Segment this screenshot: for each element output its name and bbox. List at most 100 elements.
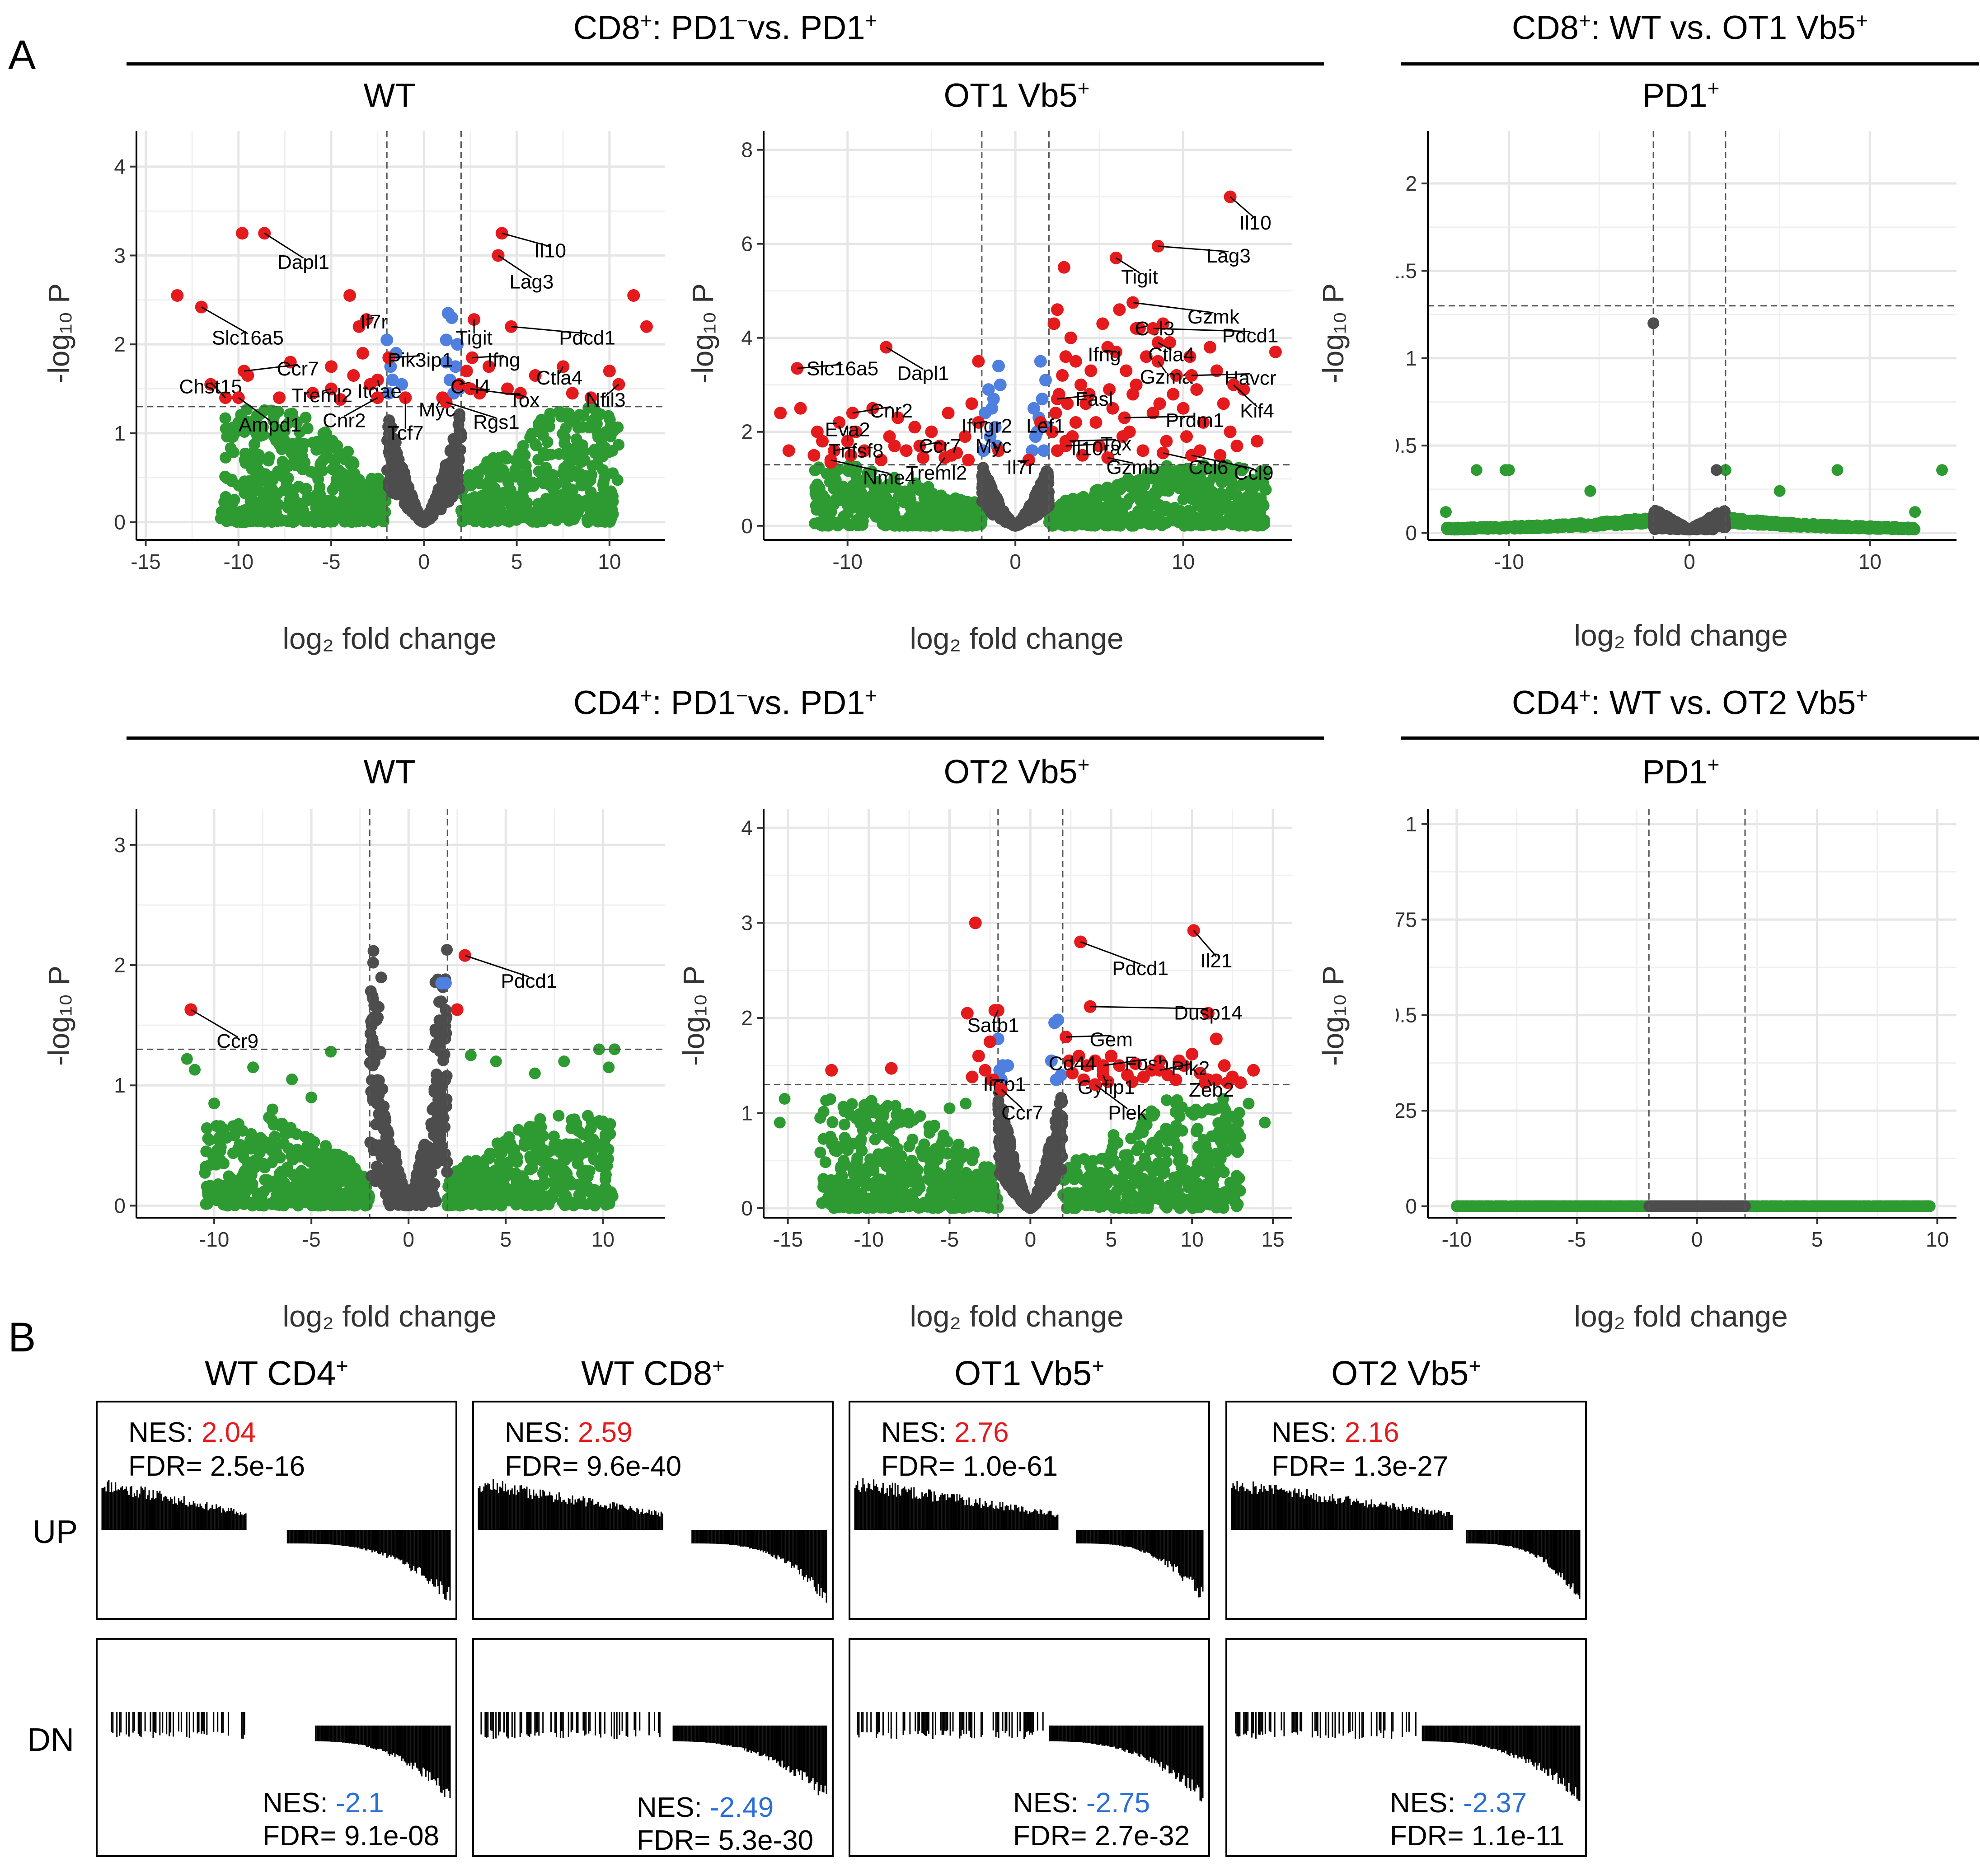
point-green <box>1116 508 1128 520</box>
point-green <box>227 446 239 459</box>
point-green <box>1831 464 1844 476</box>
point-red <box>273 391 286 404</box>
point-green <box>1455 522 1468 535</box>
point-green <box>450 1176 462 1188</box>
point-green <box>594 408 606 420</box>
point-green <box>375 497 388 510</box>
point-green <box>945 517 957 530</box>
point-green <box>601 512 613 524</box>
point-red <box>1093 439 1106 452</box>
y-tick-label: 4 <box>741 326 753 350</box>
point-green <box>302 1151 314 1163</box>
point-green <box>246 515 258 527</box>
point-red <box>1046 425 1059 438</box>
point-green <box>611 474 624 486</box>
point-gray <box>381 434 393 446</box>
point-blue <box>992 360 1005 373</box>
point-gray <box>426 1196 438 1208</box>
point-green <box>274 439 286 451</box>
label-connector <box>1158 342 1172 351</box>
gene-label: Tcf7 <box>387 422 424 444</box>
point-green <box>338 488 351 501</box>
point-red <box>1061 397 1074 410</box>
point-green <box>1060 504 1073 516</box>
point-green <box>1209 519 1221 531</box>
point-green <box>519 1140 531 1152</box>
group-rule-cd4-pd1 <box>127 736 1324 740</box>
point-green <box>291 1198 303 1210</box>
point-green <box>219 1188 231 1201</box>
point-green <box>275 515 287 527</box>
point-green <box>317 1197 329 1209</box>
point-green <box>1909 506 1921 518</box>
y-tick-label: 2 <box>741 420 753 444</box>
label-connector <box>497 255 532 278</box>
point-green <box>1829 520 1841 532</box>
point-green <box>600 426 612 438</box>
point-green <box>239 1189 251 1201</box>
point-red <box>356 347 369 360</box>
point-green <box>282 1181 294 1193</box>
point-green <box>207 1151 220 1163</box>
point-green <box>572 471 584 483</box>
point-green <box>288 1169 300 1181</box>
point-green <box>1076 518 1089 530</box>
gene-label: Eva2 <box>825 419 870 441</box>
point-green <box>296 513 308 525</box>
point-gray <box>1702 521 1714 534</box>
point-green <box>955 517 967 530</box>
point-green <box>1089 496 1101 508</box>
point-green <box>828 483 840 495</box>
point-red <box>1160 435 1173 448</box>
label-connector <box>502 232 550 247</box>
point-gray <box>371 1014 383 1026</box>
point-red <box>1167 388 1180 401</box>
point-green <box>1210 490 1222 502</box>
point-green <box>557 1196 569 1208</box>
point-gray <box>985 497 997 509</box>
point-green <box>257 1158 269 1170</box>
point-green <box>860 494 873 507</box>
point-red <box>460 365 473 378</box>
point-green <box>559 448 571 460</box>
point-gray <box>426 1121 438 1133</box>
point-green <box>216 1126 228 1139</box>
point-gray <box>399 471 411 483</box>
gene-label: Fasl <box>1075 388 1113 410</box>
point-green <box>560 422 572 434</box>
group-title-cd8-pd1: CD8+: PD1−vs. PD1+ <box>573 9 877 47</box>
label-connector <box>511 326 587 334</box>
point-green <box>328 1149 341 1162</box>
point-green <box>223 1170 235 1182</box>
point-green <box>1221 467 1233 479</box>
point-red <box>343 289 357 302</box>
point-green <box>534 1113 546 1125</box>
label-connector <box>1057 394 1094 400</box>
point-red <box>1083 388 1096 401</box>
gene-label: Pik3ip1 <box>388 349 453 371</box>
point-gray <box>454 444 466 456</box>
gene-label: Chst15 <box>179 376 242 398</box>
point-green <box>592 450 605 463</box>
point-green <box>499 1184 511 1196</box>
point-blue <box>440 333 453 347</box>
point-green <box>1257 500 1270 512</box>
gene-label: Gzmb <box>1106 456 1159 478</box>
label-connector <box>1124 415 1195 419</box>
point-green <box>1936 464 1948 476</box>
point-green <box>565 488 577 500</box>
point-green <box>888 474 901 486</box>
x-tick-label: -5 <box>322 550 341 573</box>
point-gray <box>418 1139 431 1151</box>
point-green <box>469 1171 482 1183</box>
point-blue <box>1037 444 1051 457</box>
point-green <box>542 506 554 518</box>
point-green <box>907 479 919 492</box>
point-green <box>227 421 239 433</box>
point-red <box>1051 303 1064 316</box>
point-red <box>584 391 597 404</box>
point-gray <box>1028 508 1040 520</box>
label-connector <box>1163 452 1209 464</box>
point-green <box>484 1168 496 1180</box>
point-green <box>590 502 602 514</box>
